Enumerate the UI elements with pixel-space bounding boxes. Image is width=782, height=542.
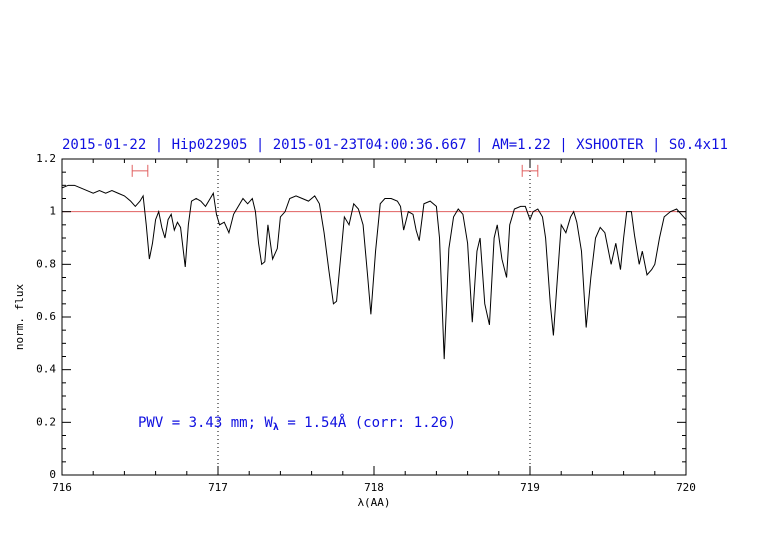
annotation-text: = 1.54Å (corr: 1.26) [279, 414, 456, 431]
y-axis-label: norm. flux [13, 284, 26, 351]
x-tick-label: 716 [52, 481, 72, 494]
x-axis-label: λ(AA) [357, 496, 390, 509]
annotation-text: PWV = 3.43 mm; W [138, 415, 273, 431]
annotation: PWV = 3.43 mm; Wλ = 1.54Å (corr: 1.26) [138, 414, 456, 433]
y-tick-label: 0.4 [36, 363, 56, 376]
chart-title: 2015-01-22 | Hip022905 | 2015-01-23T04:0… [62, 137, 728, 153]
range-marker [521, 164, 539, 177]
y-tick-label: 0 [49, 468, 56, 481]
y-tick-label: 0.2 [36, 415, 56, 428]
x-tick-label: 720 [676, 481, 696, 494]
x-tick-label: 719 [520, 481, 540, 494]
y-tick-label: 1.2 [36, 152, 56, 165]
y-tick-label: 0.8 [36, 257, 56, 270]
annotation-subscript: λ [273, 422, 279, 433]
spectrum-line [62, 184, 686, 360]
y-tick-label: 1 [49, 205, 56, 218]
x-tick-label: 718 [364, 481, 384, 494]
range-marker [131, 164, 149, 177]
y-tick-label: 0.6 [36, 310, 56, 323]
x-tick-label: 717 [208, 481, 228, 494]
plot-frame [61, 158, 687, 476]
